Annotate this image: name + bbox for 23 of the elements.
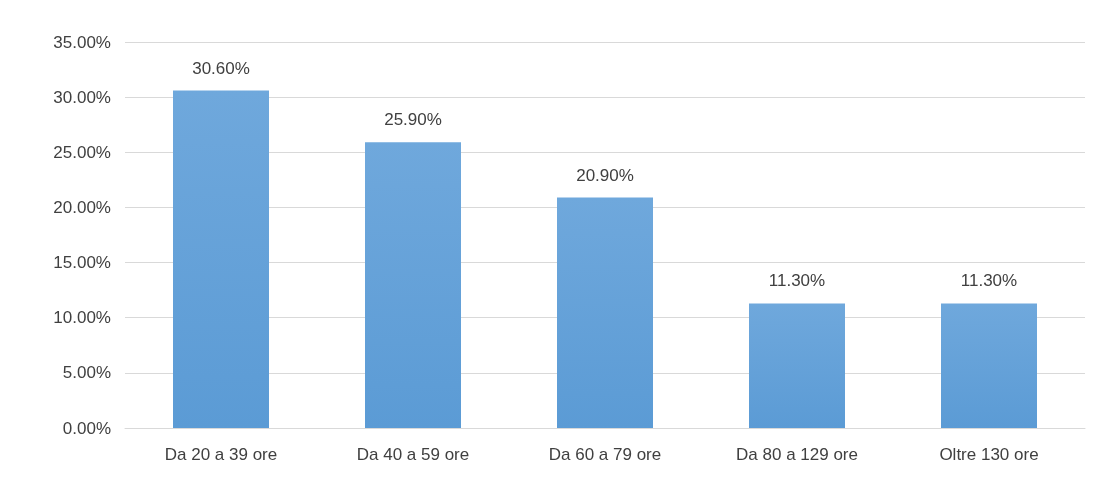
y-tick-label: 35.00% — [53, 32, 111, 52]
data-label: 30.60% — [192, 58, 250, 78]
bar — [365, 142, 461, 428]
bar — [557, 197, 653, 428]
y-tick-label: 10.00% — [53, 308, 111, 328]
x-tick-label: Da 20 a 39 ore — [164, 445, 278, 464]
x-tick-label: Oltre 130 ore — [939, 445, 1039, 464]
x-tick-label: Da 40 a 59 ore — [356, 445, 470, 464]
y-tick-label: 0.00% — [62, 418, 111, 438]
data-label: 20.90% — [576, 165, 634, 185]
x-tick-label: Da 80 a 129 ore — [736, 445, 858, 464]
y-tick-label: 15.00% — [53, 253, 111, 273]
bar — [173, 90, 269, 428]
data-label: 11.30% — [960, 271, 1018, 291]
y-tick-label: 25.00% — [53, 142, 111, 162]
data-label: 11.30% — [768, 271, 826, 291]
y-tick-label: 5.00% — [62, 363, 111, 383]
y-tick-label: 20.00% — [53, 197, 111, 217]
y-tick-label: 30.00% — [53, 87, 111, 107]
bar — [941, 303, 1037, 428]
data-label: 25.90% — [384, 110, 442, 130]
bar — [749, 303, 845, 428]
x-tick-label: Da 60 a 79 ore — [548, 445, 662, 464]
